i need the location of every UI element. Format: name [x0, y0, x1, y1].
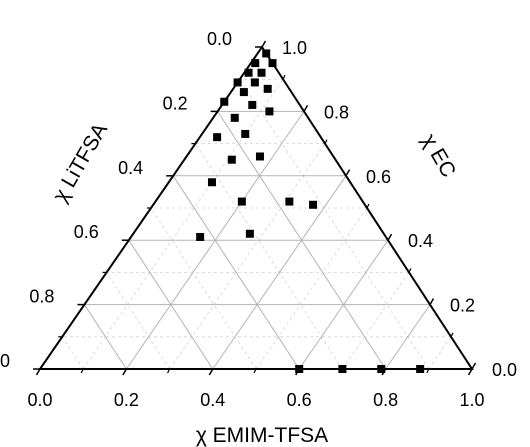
data-point	[244, 68, 253, 77]
bottom-tick	[467, 368, 473, 376]
data-point	[255, 152, 264, 161]
grid-line-litfsa	[239, 78, 430, 370]
right-tick	[387, 233, 393, 241]
left-axis-title: χ LiTFSA	[49, 119, 112, 206]
data-point	[233, 78, 242, 87]
data-point	[241, 129, 250, 138]
bottom-tick-label: 0.4	[200, 390, 225, 410]
grid-line-litfsa	[61, 336, 84, 370]
grid-lines	[61, 78, 452, 370]
right-tick-label: 0.4	[408, 231, 433, 251]
data-point	[248, 100, 257, 109]
data-point	[239, 88, 248, 97]
right-tick	[303, 104, 309, 112]
data-point	[309, 200, 318, 209]
data-point	[227, 155, 236, 164]
right-tick	[261, 40, 267, 48]
bottom-minor-tick	[253, 368, 257, 374]
data-point	[207, 178, 216, 187]
grid-line-emim	[428, 336, 452, 370]
bottom-tick	[122, 368, 128, 376]
data-point	[250, 78, 259, 87]
grid-line-emim	[298, 239, 389, 370]
data-point	[338, 365, 347, 373]
left-tick-label: 0.0	[207, 29, 232, 49]
left-tick-label: 1.0	[0, 351, 10, 371]
right-tick-label: 0.2	[450, 296, 475, 316]
data-points	[196, 49, 425, 373]
grid-line-emim	[169, 143, 326, 370]
bottom-minor-tick	[80, 368, 84, 374]
grid-line-emim	[82, 78, 284, 370]
bottom-tick-label: 1.0	[459, 390, 484, 410]
data-point	[196, 232, 205, 241]
right-tick-label: 0.6	[366, 167, 391, 187]
right-tick-label: 0.0	[492, 360, 517, 380]
data-point	[263, 84, 272, 93]
data-point	[377, 365, 386, 373]
right-minor-tick	[408, 268, 412, 273]
bottom-minor-tick	[167, 368, 171, 374]
right-tick	[429, 298, 435, 305]
grid-line-litfsa	[195, 143, 343, 370]
bottom-minor-tick	[426, 368, 430, 374]
bottom-tick-label: 0.0	[27, 390, 52, 410]
data-point	[262, 49, 271, 58]
grid-line-emim	[342, 272, 410, 370]
grid-line-emim	[255, 207, 368, 370]
right-tick	[471, 362, 477, 370]
left-tick-label: 0.8	[29, 287, 54, 307]
bottom-tick-label: 0.2	[114, 390, 139, 410]
right-tick-label: 0.8	[324, 102, 349, 122]
bottom-tick	[35, 368, 41, 376]
data-point	[220, 97, 229, 106]
grid-line-litfsa	[172, 175, 300, 370]
grid-line-litfsa	[106, 272, 170, 370]
right-tick	[345, 169, 351, 177]
left-tick-label: 0.4	[118, 158, 143, 178]
grid-line-litfsa	[128, 239, 214, 370]
data-point	[251, 59, 260, 68]
left-tick-label: 0.2	[163, 93, 188, 113]
data-point	[285, 197, 294, 206]
right-minor-tick	[366, 203, 370, 209]
data-point	[268, 59, 277, 68]
grid-line-litfsa	[83, 304, 127, 370]
data-point	[295, 365, 304, 373]
bottom-tick	[208, 368, 214, 376]
bottom-tick-label: 0.6	[287, 390, 312, 410]
data-point	[265, 107, 274, 116]
grid-line-litfsa	[150, 207, 257, 370]
data-point	[230, 113, 239, 122]
right-minor-tick	[282, 74, 286, 80]
tick-labels: 0.0 0.2 0.4 0.6 0.8 1.0 0.0 0.2 0.4 0.6 0.8 1.0 0.0 0…	[0, 29, 517, 410]
data-point	[237, 197, 246, 206]
right-axis-title: χ EC	[417, 130, 460, 181]
data-point	[213, 133, 222, 142]
bottom-tick-label: 0.8	[373, 390, 398, 410]
grid-line-emim	[385, 304, 431, 370]
right-minor-tick	[324, 139, 328, 144]
data-point	[257, 68, 266, 77]
right-minor-tick	[450, 332, 454, 338]
tick-marks	[33, 40, 477, 376]
left-tick-label: 0.6	[74, 222, 99, 242]
data-point	[245, 229, 254, 238]
data-point	[416, 365, 425, 373]
right-tick-label: 1.0	[282, 38, 307, 58]
bottom-axis-title: χ EMIM-TFSA	[196, 424, 328, 447]
